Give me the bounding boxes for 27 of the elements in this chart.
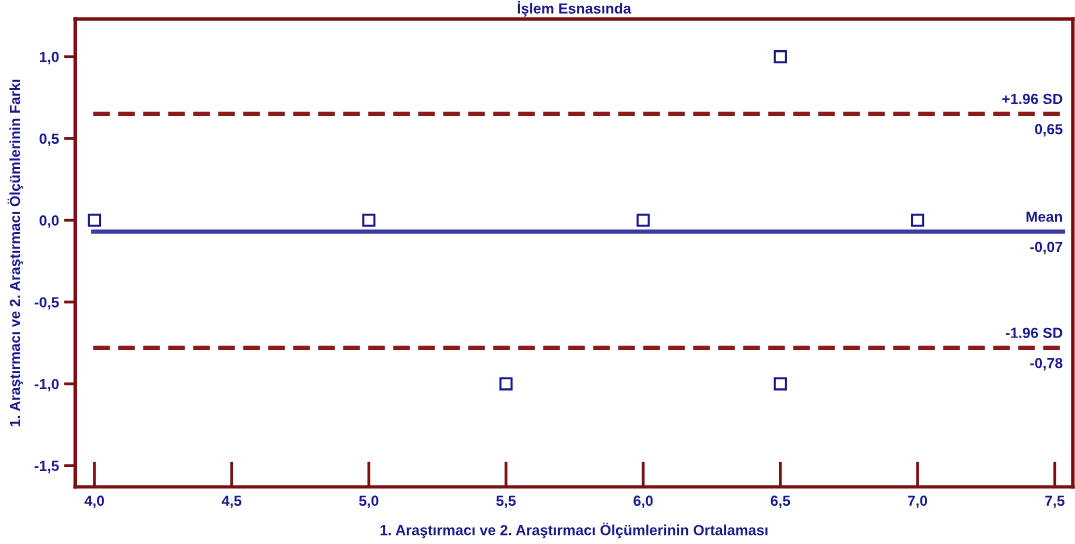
point [362,213,376,227]
point [910,213,925,227]
chart-title: İşlem Esnasında [517,1,632,17]
point [499,377,513,391]
y-tick-label: 0,5 [39,133,59,146]
x-tick-label: 4,5 [221,495,242,509]
x-tick-label: 7,5 [1045,495,1065,509]
x-tick-label: 6,0 [633,495,653,509]
x-tick-label: 5,5 [496,495,516,509]
text: +1.96 SD 0,65 [1002,93,1063,137]
point [773,50,787,64]
y-tick-label: 1,0 [39,51,59,65]
point [87,213,102,227]
y-tick-label: -0,5 [34,297,59,310]
point [773,377,787,391]
y-tick-label: -1,0 [34,378,59,392]
y-axis-title: 1. Araştırmacı ve 2. Araştırmacı Ölçümlerinin Farkı [7,79,24,427]
x-tick-label: 6,5 [770,495,791,509]
x-tick-label: 5,0 [359,495,379,509]
text: -1.96 SD -0,78 [1005,327,1063,371]
x-axis-title: 1. Araştırmacı ve 2. Araştırmacı Ölçümlerinin Ortalaması [380,522,768,539]
point [636,213,650,227]
x-tick-label: 4,0 [84,495,104,509]
y-tick-label: -1,5 [34,460,59,474]
x-tick-label: 7,0 [908,495,928,509]
text: Mean -0,07 [1026,211,1063,255]
y-tick-label: 0,0 [39,215,59,228]
